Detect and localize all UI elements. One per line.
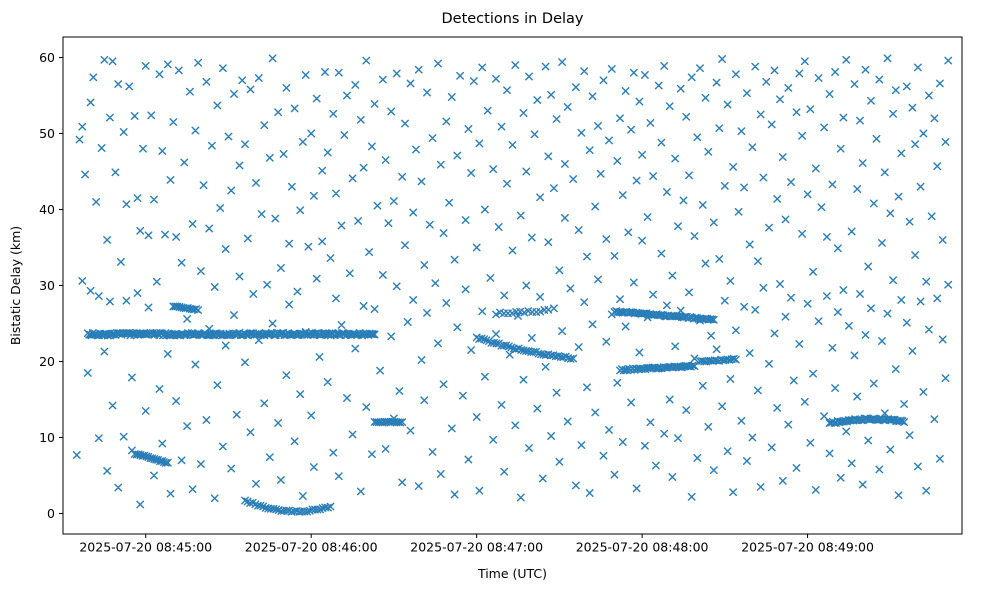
x-tick-label: 2025-07-20 08:47:00 xyxy=(410,540,543,555)
y-axis-label: Bistatic Delay (km) xyxy=(8,226,23,345)
y-tick-label: 20 xyxy=(39,354,55,369)
y-tick-label: 60 xyxy=(39,50,55,65)
x-marker-path xyxy=(72,54,953,516)
plot-area xyxy=(62,36,963,535)
x-tick-label: 2025-07-20 08:46:00 xyxy=(245,540,378,555)
y-tick-label: 10 xyxy=(39,430,55,445)
axis-ticks: 2025-07-20 08:45:00 2025-07-20 08:46:00 20… xyxy=(39,50,874,555)
y-tick-label: 0 xyxy=(47,506,55,521)
y-tick-label: 40 xyxy=(39,202,55,217)
scatter-markers xyxy=(72,54,953,516)
x-axis-label: Time (UTC) xyxy=(477,566,547,581)
y-tick-label: 50 xyxy=(39,126,55,141)
x-tick-label: 2025-07-20 08:48:00 xyxy=(576,540,709,555)
x-tick-label: 2025-07-20 08:49:00 xyxy=(741,540,874,555)
chart-title: Detections in Delay xyxy=(441,11,583,27)
y-tick-label: 30 xyxy=(39,278,55,293)
x-tick-label: 2025-07-20 08:45:00 xyxy=(79,540,212,555)
